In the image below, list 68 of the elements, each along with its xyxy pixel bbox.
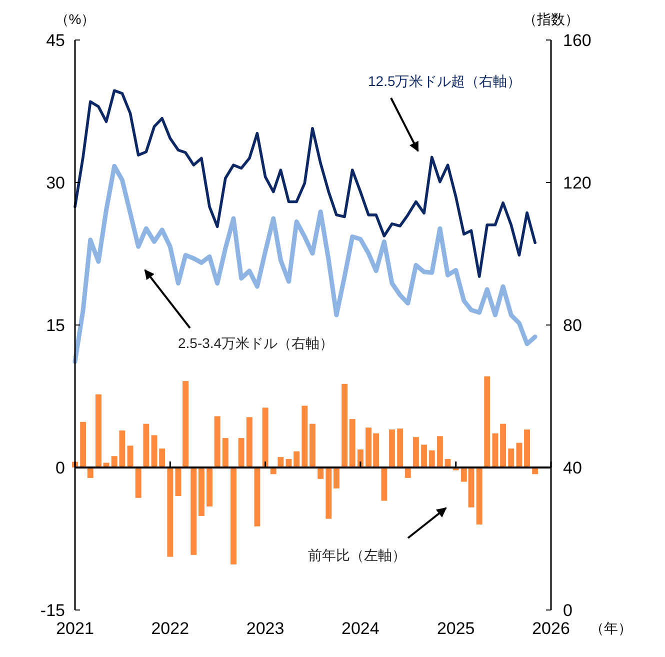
y-tick-label: -15 bbox=[40, 600, 65, 620]
bar bbox=[476, 468, 482, 524]
bar bbox=[357, 449, 364, 468]
bar bbox=[198, 468, 204, 516]
bar bbox=[182, 381, 189, 468]
text: 前年比（左軸） bbox=[308, 547, 406, 563]
y-tick-label: 0 bbox=[56, 458, 65, 478]
y2-tick-label: 160 bbox=[563, 30, 592, 50]
x-tick-label: 2022 bbox=[151, 619, 190, 638]
bar bbox=[206, 468, 212, 506]
x-tick-label: 2026 bbox=[532, 619, 570, 638]
x-tick-label: 2021 bbox=[56, 619, 94, 638]
x-tick-label: 2025 bbox=[436, 619, 475, 638]
line-series bbox=[72, 164, 538, 364]
y2-tick-label: 80 bbox=[563, 316, 582, 335]
bar bbox=[484, 376, 490, 468]
bar bbox=[516, 442, 522, 468]
bar bbox=[500, 424, 506, 468]
bar bbox=[436, 436, 443, 468]
bar bbox=[159, 448, 166, 468]
bar bbox=[333, 468, 340, 488]
y-axis-title: （%） bbox=[54, 11, 96, 27]
y-tick-label: 30 bbox=[46, 173, 65, 192]
bar bbox=[143, 424, 150, 468]
bar bbox=[294, 451, 300, 468]
y-tick-label: 15 bbox=[46, 316, 65, 335]
bar bbox=[302, 406, 308, 468]
y-tick-label: 45 bbox=[46, 30, 65, 50]
bar bbox=[326, 468, 332, 519]
y2-tick-label: 0 bbox=[563, 600, 572, 620]
bar bbox=[421, 444, 428, 468]
series-label: 2.5-3.4万米ドル（右軸） bbox=[178, 335, 334, 351]
line-series bbox=[74, 89, 536, 278]
bar bbox=[310, 424, 316, 468]
bar bbox=[262, 408, 268, 468]
bar bbox=[151, 435, 158, 468]
bar bbox=[428, 450, 435, 468]
bar bbox=[190, 468, 197, 555]
y2-axis-title: （指数） bbox=[523, 11, 579, 27]
bar bbox=[381, 468, 388, 501]
bar bbox=[412, 437, 419, 468]
bar bbox=[87, 468, 94, 478]
bar bbox=[492, 433, 498, 468]
y2-tick-label: 120 bbox=[563, 173, 592, 192]
bar bbox=[397, 428, 404, 468]
bar bbox=[80, 422, 86, 468]
bar bbox=[230, 468, 236, 564]
bar bbox=[246, 417, 252, 468]
bar bbox=[278, 457, 284, 468]
bar bbox=[238, 438, 244, 468]
x-tick-label: 2024 bbox=[342, 619, 380, 638]
x-axis-title: （年） bbox=[590, 620, 632, 636]
bar bbox=[389, 430, 395, 468]
x-tick-label: 2023 bbox=[246, 619, 284, 638]
bar bbox=[135, 468, 142, 498]
bar bbox=[342, 384, 348, 468]
bar bbox=[318, 468, 324, 479]
bar bbox=[167, 468, 174, 557]
bar bbox=[95, 394, 102, 468]
bar bbox=[222, 438, 228, 468]
y2-tick-label: 40 bbox=[563, 458, 582, 478]
bar bbox=[214, 416, 220, 468]
text: 12.5万米ドル超（右軸） bbox=[368, 73, 522, 89]
bar bbox=[254, 468, 260, 526]
bar bbox=[508, 448, 514, 468]
bar bbox=[524, 430, 530, 468]
bar bbox=[404, 468, 411, 478]
bar bbox=[349, 419, 356, 468]
